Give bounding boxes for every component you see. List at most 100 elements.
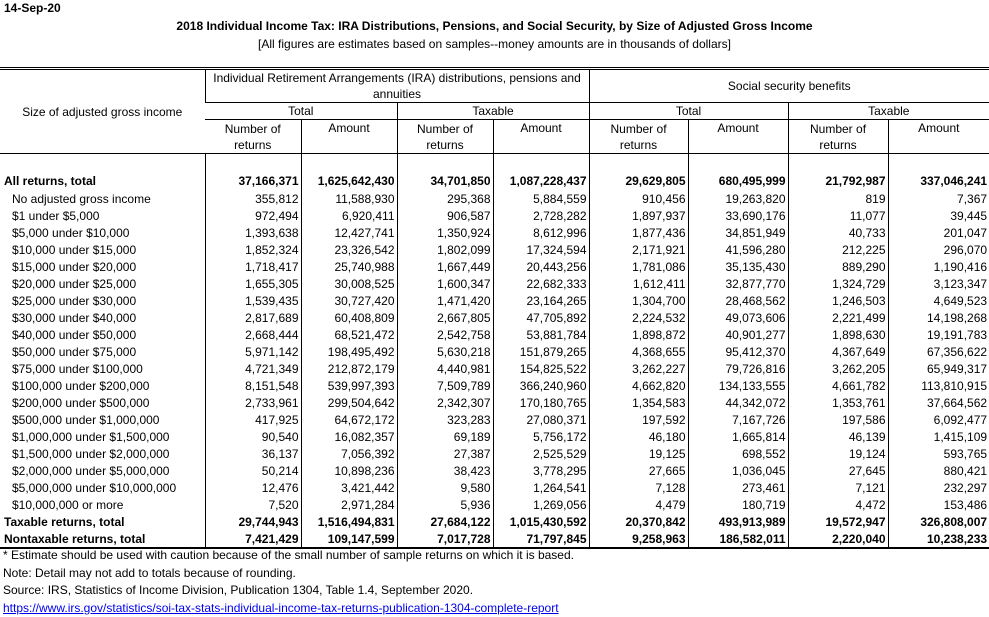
table-cell: 11,077	[787, 207, 889, 224]
table-cell: 1,415,109	[887, 428, 989, 445]
table-cell: 2,525,529	[492, 445, 590, 462]
table-cell: 197,586	[787, 411, 889, 428]
table-cell: 1,802,099	[396, 241, 493, 258]
ss-total-header: Total	[588, 102, 789, 120]
table-cell: 8,612,996	[492, 224, 590, 241]
table-cell: 151,879,265	[492, 343, 590, 360]
table-row: $200,000 under $500,000 2,733,961 299,504,…	[0, 394, 989, 411]
table-cell: 5,630,218	[396, 343, 493, 360]
table-cell: 1,781,086	[588, 258, 689, 275]
table-cell: 44,342,072	[687, 394, 789, 411]
table-cell: 198,495,492	[300, 343, 397, 360]
footnote-rounding: Note: Detail may not add to totals becau…	[3, 565, 296, 580]
table-cell: 1,036,045	[687, 462, 789, 479]
table-row: $1,000,000 under $1,500,000 90,540 16,082,…	[0, 428, 989, 445]
table-cell: 170,180,765	[492, 394, 590, 411]
row-label: $20,000 under $25,000	[12, 276, 137, 291]
table-cell: 3,123,347	[887, 275, 989, 292]
table-cell: 154,825,522	[492, 360, 590, 377]
ira-taxable-header: Taxable	[396, 102, 590, 120]
table-cell: 7,056,392	[300, 445, 397, 462]
table-cell: 36,137	[204, 445, 301, 462]
row-label: $40,000 under $50,000	[12, 327, 137, 342]
table-cell: 1,354,583	[588, 394, 689, 411]
report-date: 14-Sep-20	[4, 1, 61, 15]
social-security-group-header: Social security benefits	[588, 68, 989, 103]
row-label: Nontaxable returns, total	[0, 530, 205, 549]
table-cell: 39,445	[887, 207, 989, 224]
page-subtitle: [All figures are estimates based on samp…	[258, 37, 731, 51]
table-cell: 5,971,142	[204, 343, 301, 360]
table-cell: 1,667,449	[396, 258, 493, 275]
table-cell: 197,592	[588, 411, 689, 428]
table-cell: 2,220,040	[787, 530, 889, 549]
footnote-estimate: * Estimate should be used with caution b…	[3, 548, 574, 562]
table-row: $30,000 under $40,000 2,817,689 60,408,809…	[0, 309, 989, 326]
table-cell: 65,949,317	[887, 360, 989, 377]
table-cell: 698,552	[687, 445, 789, 462]
table-cell: 53,881,784	[492, 326, 590, 343]
table-cell: 9,258,963	[588, 530, 689, 549]
table-cell: 1,852,324	[204, 241, 301, 258]
table-cell: 29,744,943	[204, 513, 301, 530]
table-cell: 7,017,728	[396, 530, 493, 549]
table-cell: 273,461	[687, 479, 789, 496]
row-label: No adjusted gross income	[12, 191, 151, 206]
table-cell: 8,151,548	[204, 377, 301, 394]
table-cell: 2,728,282	[492, 207, 590, 224]
table-cell: 34,701,850	[396, 153, 493, 190]
table-cell: 296,070	[887, 241, 989, 258]
table-cell: 41,596,280	[687, 241, 789, 258]
ss-total-amount-header: Amount	[687, 119, 789, 154]
table-cell: 14,198,268	[887, 309, 989, 326]
table-cell: 5,936	[396, 496, 493, 513]
table-cell: 326,808,007	[887, 513, 989, 530]
table-cell: 20,443,256	[492, 258, 590, 275]
table-cell: 35,135,430	[687, 258, 789, 275]
table-cell: 1,612,411	[588, 275, 689, 292]
table-cell: 46,180	[588, 428, 689, 445]
table-cell: 34,851,949	[687, 224, 789, 241]
table-cell: 46,139	[787, 428, 889, 445]
table-cell: 4,662,820	[588, 377, 689, 394]
table-cell: 79,726,816	[687, 360, 789, 377]
table-cell: 38,423	[396, 462, 493, 479]
table-cell: 1,718,417	[204, 258, 301, 275]
table-row: $100,000 under $200,000 8,151,548 539,997,…	[0, 377, 989, 394]
table-cell: 1,625,642,430	[300, 153, 397, 190]
table-cell: 4,368,655	[588, 343, 689, 360]
table-cell: 1,269,056	[492, 496, 590, 513]
table-cell: 5,884,559	[492, 190, 590, 207]
table-cell: 95,412,370	[687, 343, 789, 360]
table-cell: 90,540	[204, 428, 301, 445]
row-label: $200,000 under $500,000	[12, 395, 150, 410]
row-label: $1,000,000 under $1,500,000	[12, 429, 170, 444]
table-cell: 1,264,541	[492, 479, 590, 496]
table-cell: 28,468,562	[687, 292, 789, 309]
table-cell: 134,133,555	[687, 377, 789, 394]
table-cell: 33,690,176	[687, 207, 789, 224]
table-cell: 1,190,416	[887, 258, 989, 275]
table-cell: 27,387	[396, 445, 493, 462]
table-cell: 186,582,011	[687, 530, 789, 549]
table-row: $5,000 under $10,000 1,393,638 12,427,741 1…	[0, 224, 989, 241]
table-cell: 27,665	[588, 462, 689, 479]
table-row: $2,000,000 under $5,000,000 50,214 10,898,…	[0, 462, 989, 479]
row-label: $1,500,000 under $2,000,000	[12, 446, 170, 461]
footnote-source: Source: IRS, Statistics of Income Divisi…	[3, 583, 474, 597]
source-link[interactable]: https://www.irs.gov/statistics/soi-tax-s…	[3, 600, 559, 615]
table-row: $75,000 under $100,000 4,721,349 212,872,1…	[0, 360, 989, 377]
table-cell: 7,421,429	[204, 530, 301, 549]
table-cell: 19,124	[787, 445, 889, 462]
table-body: All returns, total 37,166,371 1,625,642,43…	[0, 153, 989, 549]
table-cell: 19,263,820	[687, 190, 789, 207]
table-cell: 212,225	[787, 241, 889, 258]
row-label: $75,000 under $100,000	[12, 361, 143, 376]
table-cell: 30,008,525	[300, 275, 397, 292]
table-cell: 68,521,472	[300, 326, 397, 343]
table-cell: 295,368	[396, 190, 493, 207]
table-cell: 2,542,758	[396, 326, 493, 343]
table-cell: 40,901,277	[687, 326, 789, 343]
table-cell: 27,684,122	[396, 513, 493, 530]
table-cell: 9,580	[396, 479, 493, 496]
